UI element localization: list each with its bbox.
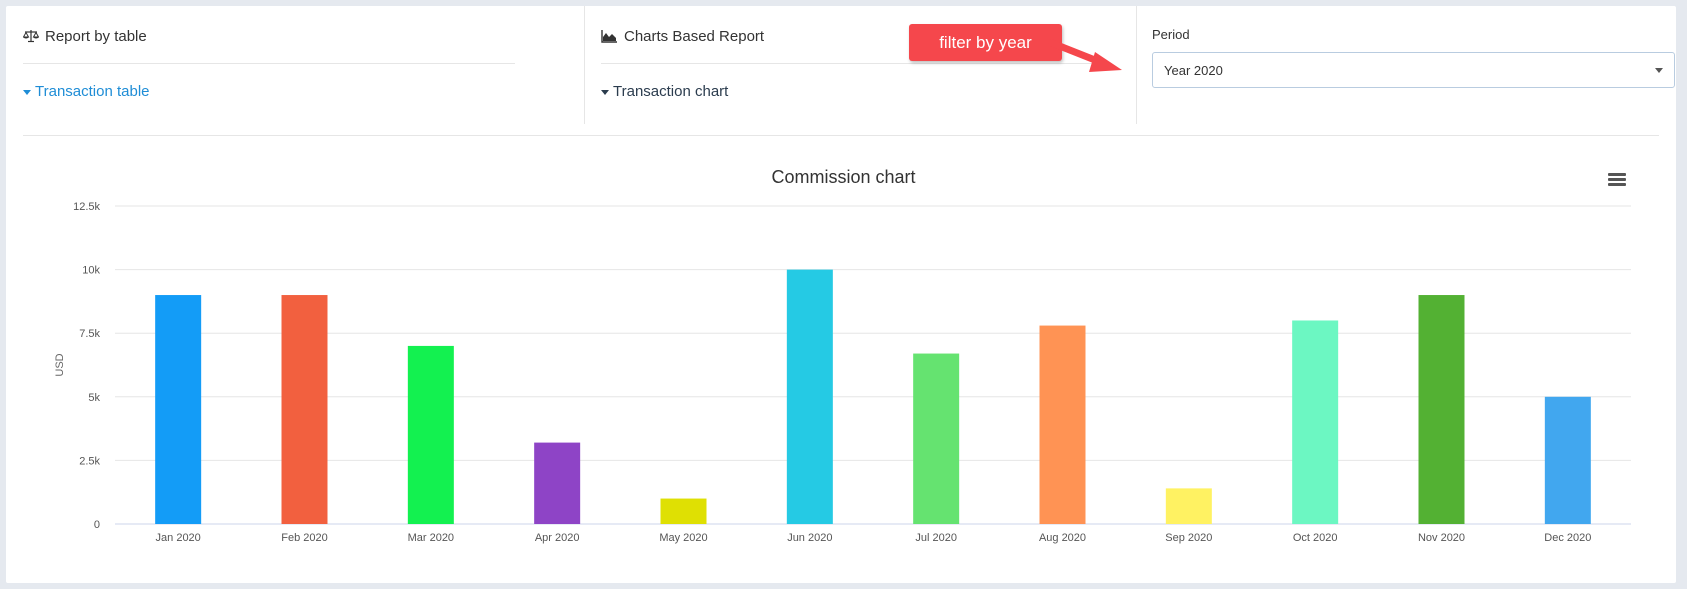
filter-callout-text: filter by year [939, 32, 1032, 52]
chart-x-labels: Jan 2020 Feb 2020 Mar 2020 Apr 2020 May 2020… [156, 532, 1592, 544]
bar[interactable] [786, 269, 833, 524]
period-section: Period Year 2020 [1136, 6, 1675, 124]
y-tick-label: 0 [94, 519, 100, 531]
bar[interactable] [660, 498, 707, 524]
x-tick-label: Apr 2020 [535, 532, 580, 544]
report-by-table-header: Report by table [23, 25, 147, 47]
transaction-table-label: Transaction table [35, 83, 150, 100]
chart-y-labels: 0 2.5k 5k 7.5k 10k 12.5k [73, 201, 100, 531]
callout-arrow [1048, 39, 1122, 72]
transaction-table-link[interactable]: Transaction table [23, 83, 150, 100]
chevron-down-icon [1655, 68, 1663, 73]
chart-title: Commission chart [771, 167, 916, 187]
x-tick-label: Dec 2020 [1544, 532, 1591, 544]
x-tick-label: Aug 2020 [1039, 532, 1086, 544]
caret-down-icon [23, 89, 31, 95]
y-tick-label: 12.5k [73, 201, 100, 213]
y-tick-label: 5k [88, 392, 100, 404]
balance-scale-icon [23, 30, 39, 43]
chart-bars [155, 269, 1591, 524]
caret-down-icon [601, 89, 609, 95]
bar[interactable] [1165, 488, 1212, 524]
bar[interactable] [1418, 295, 1465, 524]
bar[interactable] [913, 353, 960, 524]
period-label: Period [1152, 27, 1190, 42]
divider [23, 63, 515, 64]
y-axis-title: USD [54, 353, 66, 376]
x-tick-label: Mar 2020 [408, 532, 454, 544]
charts-report-section: Charts Based Report Transaction chart [584, 6, 1110, 124]
chart-grid [115, 205, 1631, 525]
transaction-chart-label: Transaction chart [613, 83, 729, 100]
bar[interactable] [1039, 325, 1086, 524]
bar[interactable] [155, 295, 202, 524]
x-tick-label: May 2020 [659, 532, 707, 544]
charts-report-title: Charts Based Report [624, 27, 765, 45]
period-select[interactable]: Year 2020 [1152, 52, 1675, 88]
charts-report-header: Charts Based Report [601, 25, 764, 47]
report-by-table-section: Report by table Transaction table [23, 6, 548, 124]
filter-callout: filter by year [909, 24, 1062, 61]
y-tick-label: 2.5k [79, 455, 100, 467]
bar[interactable] [407, 345, 454, 524]
section-divider [23, 135, 1659, 136]
x-tick-label: Sep 2020 [1165, 532, 1212, 544]
x-tick-label: Jan 2020 [156, 532, 201, 544]
x-tick-label: Jun 2020 [787, 532, 832, 544]
x-tick-label: Nov 2020 [1418, 532, 1465, 544]
report-by-table-title: Report by table [45, 27, 147, 45]
bar[interactable] [1292, 320, 1339, 524]
bar[interactable] [534, 442, 581, 524]
area-chart-icon [601, 29, 617, 43]
period-selected-value: Year 2020 [1164, 62, 1223, 78]
y-tick-label: 7.5k [79, 328, 100, 340]
y-tick-label: 10k [82, 265, 100, 277]
divider [601, 63, 1094, 64]
x-tick-label: Oct 2020 [1293, 532, 1338, 544]
bar[interactable] [1544, 396, 1591, 524]
hamburger-menu-icon[interactable] [1608, 173, 1626, 189]
x-tick-label: Jul 2020 [915, 532, 957, 544]
transaction-chart-link[interactable]: Transaction chart [601, 83, 728, 100]
bar[interactable] [281, 295, 328, 524]
x-tick-label: Feb 2020 [281, 532, 327, 544]
